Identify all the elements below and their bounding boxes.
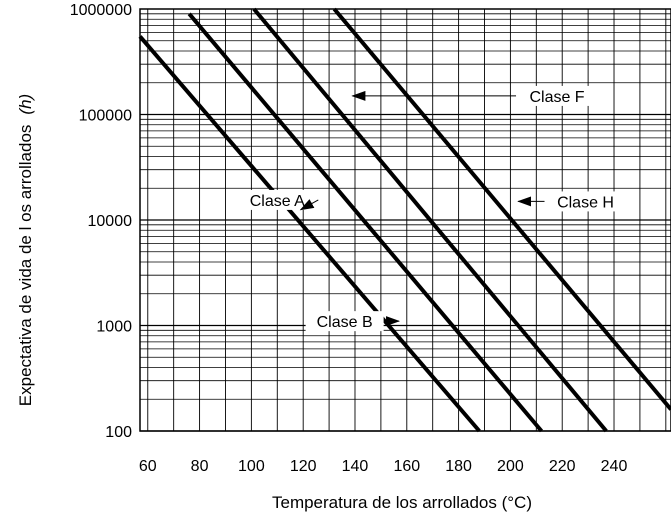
x-tick-label: 220 — [549, 458, 576, 475]
y-tick-labels: 100 1000 10000 100000 1000000 — [70, 2, 132, 441]
grid — [140, 9, 671, 432]
series-line-clase-a — [138, 35, 481, 433]
y-tick-label: 1000 — [96, 319, 132, 336]
x-tick-labels: 60 80 100 120 140 160 180 200 220 240 — [139, 458, 628, 475]
annotation-label-clase-a: Clase A — [250, 193, 305, 210]
y-axis-unit: (h) — [16, 94, 35, 115]
x-tick-label: 180 — [445, 458, 472, 475]
x-tick-label: 160 — [393, 458, 420, 475]
series-line-clase-h — [332, 7, 671, 411]
y-axis-label-text: Expectativa de vida de l os arrollados — [16, 125, 35, 407]
annotations: Clase A Clase B Clase F Clase H — [238, 85, 625, 332]
annotation-label-bg — [305, 311, 384, 332]
y-tick-label: 100000 — [79, 108, 132, 125]
y-tick-label: 10000 — [88, 213, 133, 230]
y-axis-label: Expectativa de vida de l os arrollados (h… — [16, 94, 35, 406]
plot-frame — [139, 8, 671, 432]
x-axis-label: Temperatura de los arrollados (°C) — [272, 493, 532, 512]
annotation-label-clase-h: Clase H — [557, 194, 614, 211]
x-tick-label: 240 — [601, 458, 628, 475]
series-lines — [138, 7, 671, 433]
annotation-label-bg — [238, 189, 317, 210]
x-tick-label: 100 — [238, 458, 265, 475]
y-tick-label: 1000000 — [70, 2, 132, 19]
annotation-label-bg — [518, 85, 597, 106]
annotation-label-clase-b: Clase B — [317, 314, 373, 331]
y-tick-label: 100 — [105, 424, 132, 441]
x-tick-label: 200 — [497, 458, 524, 475]
series-line-clase-f — [252, 7, 608, 433]
annotation-label-bg — [546, 191, 625, 212]
annotation-label-clase-f: Clase F — [529, 89, 584, 106]
series-line-clase-b — [187, 12, 544, 433]
x-tick-label: 120 — [290, 458, 317, 475]
x-tick-label: 140 — [342, 458, 369, 475]
x-tick-label: 80 — [191, 458, 209, 475]
annotation-arrow-clase-a — [299, 199, 319, 211]
x-tick-label: 60 — [139, 458, 157, 475]
